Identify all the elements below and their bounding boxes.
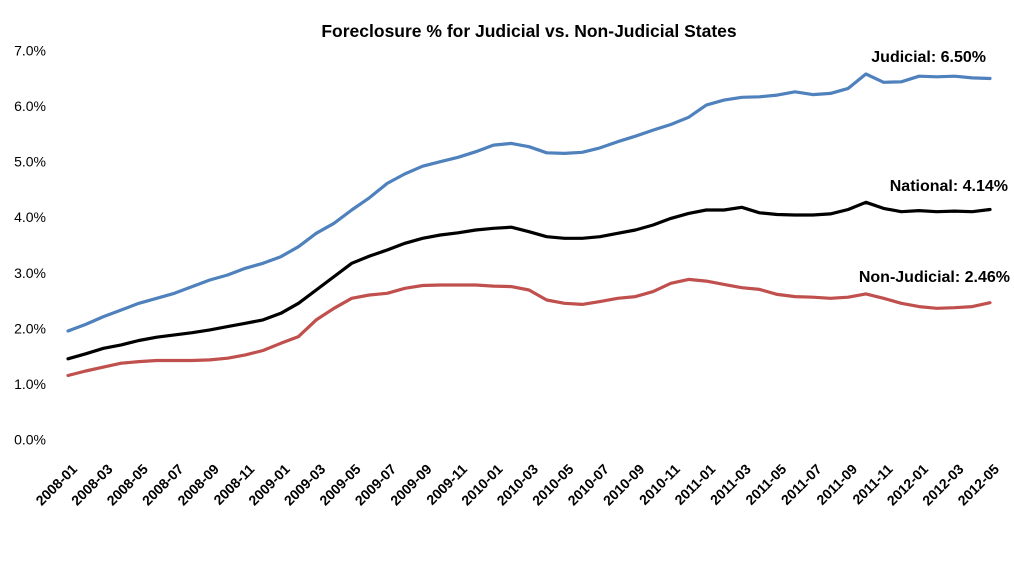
- y-tick-label: 4.0%: [14, 209, 46, 225]
- y-tick-label: 6.0%: [14, 98, 46, 114]
- series-line-judicial: [66, 72, 992, 333]
- series-end-label-national: National: 4.14%: [890, 178, 1008, 195]
- x-axis-labels: 2008-012008-032008-052008-072008-092008-…: [32, 461, 1002, 509]
- y-tick-label: 1.0%: [14, 376, 46, 392]
- y-tick-label: 7.0%: [14, 43, 46, 59]
- chart-title: Foreclosure % for Judicial vs. Non-Judic…: [321, 21, 737, 41]
- y-tick-label: 3.0%: [14, 265, 46, 281]
- series-line-non-judicial: [66, 277, 992, 378]
- y-tick-label: 5.0%: [14, 154, 46, 170]
- y-tick-label: 0.0%: [14, 431, 46, 447]
- series-lines: [66, 72, 992, 378]
- series-end-labels: Judicial: 6.50% National: 4.14% Non-Judici…: [859, 49, 1010, 286]
- series-end-label-judicial: Judicial: 6.50%: [871, 49, 986, 66]
- series-end-label-non-judicial: Non-Judicial: 2.46%: [859, 269, 1010, 286]
- y-axis-labels: 7.0% 6.0% 5.0% 4.0% 3.0% 2.0% 1.0% 0.0%: [14, 43, 46, 448]
- y-tick-label: 2.0%: [14, 320, 46, 336]
- series-line-national: [66, 200, 992, 361]
